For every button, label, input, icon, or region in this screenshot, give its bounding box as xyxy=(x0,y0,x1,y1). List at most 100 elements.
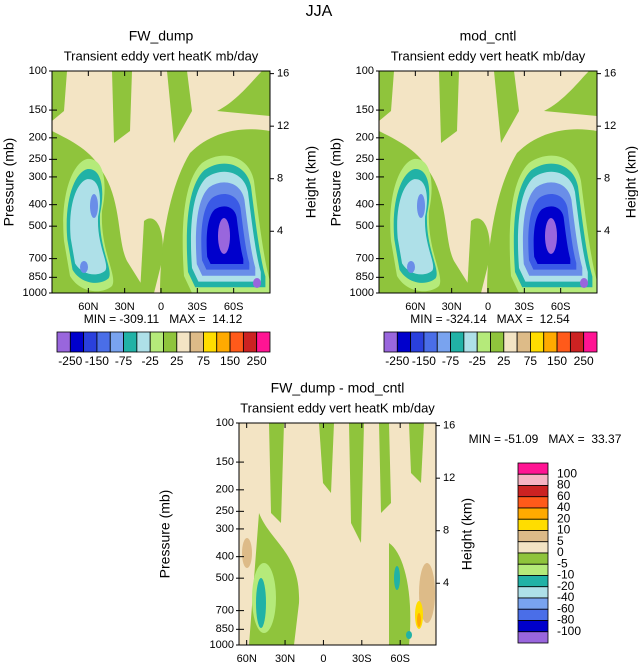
colorbar-box xyxy=(136,331,151,353)
x-tick-label: 60S xyxy=(551,301,571,313)
colorbar-box xyxy=(383,331,398,353)
contour-field xyxy=(52,71,270,293)
y-tick-label: 200 xyxy=(216,484,234,496)
y-tick-label: 500 xyxy=(29,220,47,232)
colorbar-box xyxy=(516,331,531,353)
y-tick-label: 150 xyxy=(356,104,374,116)
y-tick-label: 100 xyxy=(216,417,234,429)
colorbar-label: 250 xyxy=(574,354,594,368)
colorbar-box xyxy=(176,331,191,353)
y2-tick-label: 12 xyxy=(443,472,455,484)
y-tick-label: 850 xyxy=(216,623,234,635)
colorbar-box xyxy=(229,331,244,353)
contour-field xyxy=(379,71,597,293)
colorbar-label: 150 xyxy=(547,354,567,368)
y-tick-label: 100 xyxy=(356,65,374,77)
colorbar-box xyxy=(517,541,549,554)
colorbar-box xyxy=(463,331,478,353)
y-tick-label: 1000 xyxy=(350,287,374,299)
colorbar-label: -5 xyxy=(557,556,568,570)
panel-subtitle: Transient eddy vert heatK mb/day xyxy=(64,48,259,63)
y2-tick-label: 8 xyxy=(604,173,610,185)
stats-label: MIN = -51.09 MAX = 33.37 xyxy=(469,432,622,446)
y-tick-label: 100 xyxy=(29,65,47,77)
colorbar-box xyxy=(216,331,231,353)
colorbar-label: 0 xyxy=(557,545,564,559)
y2-tick-label: 12 xyxy=(277,120,289,132)
y-tick-label: 400 xyxy=(356,199,374,211)
colorbar-box xyxy=(517,473,549,486)
colorbar-label: 25 xyxy=(170,354,184,368)
colorbar-box xyxy=(517,597,549,610)
y-tick-label: 150 xyxy=(29,104,47,116)
colorbar-label: 250 xyxy=(247,354,267,368)
y-tick-label: 500 xyxy=(216,572,234,584)
colorbar-label: 25 xyxy=(497,354,511,368)
colorbar-box xyxy=(556,331,571,353)
y-tick-label: 1000 xyxy=(210,639,234,651)
colorbar-box xyxy=(517,563,549,576)
colorbar-box xyxy=(517,507,549,520)
colorbar-label: -60 xyxy=(557,601,575,615)
colorbar-box xyxy=(517,575,549,588)
colorbar-box xyxy=(517,462,549,475)
x-tick-label: 30S xyxy=(188,301,208,313)
x-tick-label: 60N xyxy=(237,653,257,664)
colorbar-box xyxy=(96,331,111,353)
y-tick-label: 700 xyxy=(29,253,47,265)
colorbar-label: -20 xyxy=(557,579,575,593)
colorbar-label: -75 xyxy=(442,354,460,368)
colorbar-box xyxy=(123,331,138,353)
y2-tick-label: 16 xyxy=(443,420,455,432)
colorbar-label: -75 xyxy=(115,354,133,368)
colorbar-box xyxy=(569,331,585,353)
x-tick-label: 30N xyxy=(115,301,135,313)
colorbar-label: -100 xyxy=(557,624,581,638)
colorbar-box xyxy=(517,552,549,565)
y-axis-label: Pressure (mb) xyxy=(328,138,344,227)
colorbar-box xyxy=(517,620,549,633)
colorbar-label: 100 xyxy=(557,466,577,480)
y-tick-label: 300 xyxy=(29,171,47,183)
colorbar-box xyxy=(530,331,545,353)
colorbar-box xyxy=(256,331,271,353)
y2-tick-label: 16 xyxy=(604,68,616,80)
colorbar-label: -25 xyxy=(142,354,160,368)
colorbar-box xyxy=(503,331,518,353)
colorbar-box xyxy=(517,586,549,599)
colorbar-box xyxy=(189,331,204,353)
contour-field xyxy=(239,423,436,645)
colorbar-box xyxy=(583,331,598,353)
x-tick-label: 60S xyxy=(390,653,410,664)
y-tick-label: 700 xyxy=(356,253,374,265)
colorbar-box xyxy=(423,331,438,353)
colorbar-box xyxy=(69,331,85,353)
x-tick-label: 30S xyxy=(352,653,372,664)
colorbar-box xyxy=(517,518,549,531)
colorbar-label: -10 xyxy=(557,568,575,582)
colorbar-box xyxy=(163,331,178,353)
y2-tick-label: 4 xyxy=(277,225,283,237)
colorbar-box xyxy=(56,331,71,353)
colorbar-box xyxy=(83,331,98,353)
colorbar-label: -40 xyxy=(557,590,575,604)
colorbar-box xyxy=(203,331,218,353)
y-tick-label: 300 xyxy=(216,523,234,535)
y-tick-label: 400 xyxy=(29,199,47,211)
y-tick-label: 300 xyxy=(356,171,374,183)
y2-tick-label: 12 xyxy=(604,120,616,132)
colorbar-box xyxy=(450,331,465,353)
x-tick-label: 60S xyxy=(224,301,244,313)
colorbar-label: -250 xyxy=(385,354,409,368)
colorbar-label: 80 xyxy=(557,478,571,492)
figure-title: JJA xyxy=(306,3,333,20)
stats-label: MIN = -309.11 MAX = 14.12 xyxy=(84,312,243,326)
colorbar-label: 40 xyxy=(557,500,571,514)
x-tick-label: 60N xyxy=(405,301,425,313)
colorbar-box xyxy=(543,331,558,353)
colorbar-label: -25 xyxy=(469,354,487,368)
y2-axis-label: Height (km) xyxy=(623,146,638,218)
y2-tick-label: 4 xyxy=(443,577,449,589)
y-tick-label: 200 xyxy=(29,132,47,144)
x-tick-label: 60N xyxy=(78,301,98,313)
